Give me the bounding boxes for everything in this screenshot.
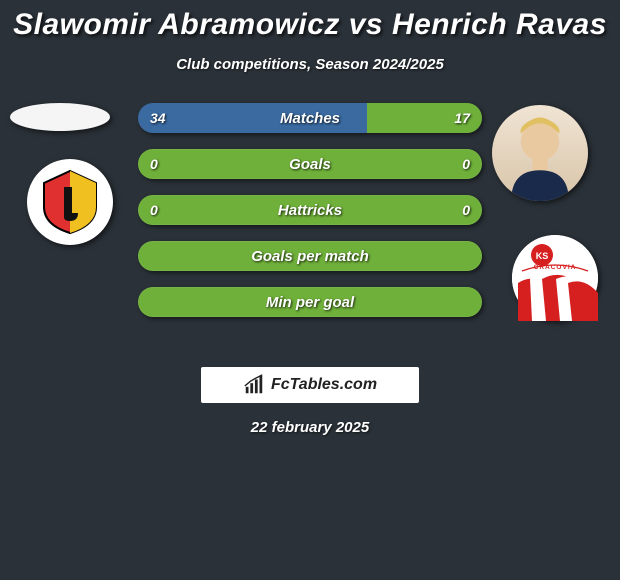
watermark: FcTables.com (201, 367, 419, 403)
player1-club-badge (27, 159, 113, 245)
stat-value-right: 0 (462, 149, 470, 179)
stat-label: Goals (138, 149, 482, 179)
stat-bars: Matches3417Goals00Hattricks00Goals per m… (138, 103, 482, 333)
stat-row: Goals per match (138, 241, 482, 271)
watermark-text: FcTables.com (271, 376, 377, 394)
stat-label: Matches (138, 103, 482, 133)
date-label: 22 february 2025 (0, 419, 620, 436)
stat-value-right: 17 (454, 103, 470, 133)
stat-value-left: 0 (150, 149, 158, 179)
stat-label: Goals per match (138, 241, 482, 271)
stat-value-left: 0 (150, 195, 158, 225)
player2-club-badge: KS CRACOVIA (512, 235, 598, 321)
stat-row: Matches34 17 (138, 103, 482, 133)
stat-value-left: 34 (150, 103, 166, 133)
stat-label: Hattricks (138, 195, 482, 225)
subtitle: Club competitions, Season 2024/2025 (0, 56, 620, 73)
svg-text:CRACOVIA: CRACOVIA (534, 264, 577, 271)
stat-row: Hattricks0 0 (138, 195, 482, 225)
stat-row: Min per goal (138, 287, 482, 317)
svg-text:KS: KS (536, 251, 549, 261)
comparison-area: KS CRACOVIA Matches3417Goals00Hattricks0… (0, 103, 620, 353)
page-title: Slawomir Abramowicz vs Henrich Ravas (0, 0, 620, 42)
player2-avatar (492, 105, 588, 201)
chart-icon (243, 374, 265, 396)
stat-label: Min per goal (138, 287, 482, 317)
stat-value-right: 0 (462, 195, 470, 225)
stat-row: Goals0 0 (138, 149, 482, 179)
player1-avatar (10, 103, 110, 131)
